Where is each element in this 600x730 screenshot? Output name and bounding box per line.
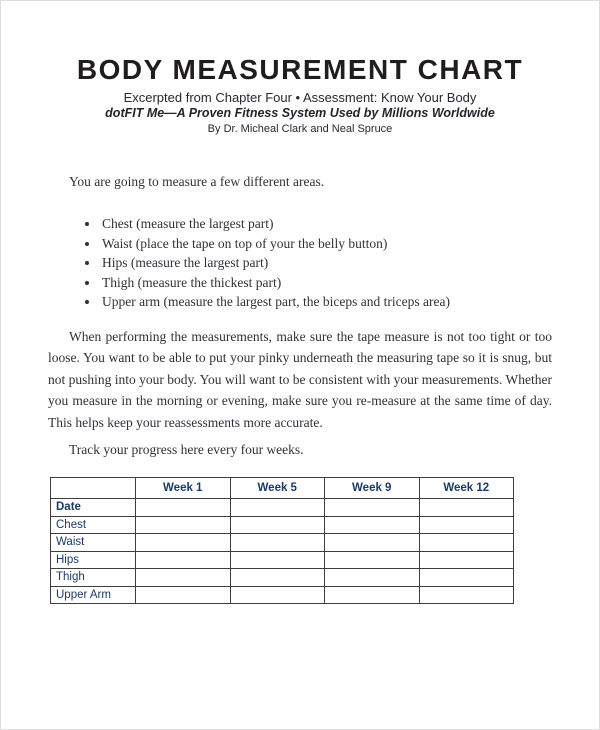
instructions-paragraph: When performing the measurements, make s… [48,328,552,430]
list-item-chest: Chest (measure the largest part) [100,214,552,234]
page-subtitle: Excerpted from Chapter Four • Assessment… [123,90,477,105]
table-header-row: Week 1 Week 5 Week 9 Week 12 [50,477,514,499]
table-cell [229,533,325,552]
table-cell [324,515,420,534]
list-item-hips: Hips (measure the largest part) [100,253,552,273]
list-item-upper-arm: Upper arm (measure the largest part, the… [100,292,552,312]
table-header-week-12: Week 12 [418,477,514,499]
row-label-date: Date [50,498,136,517]
page-byline: By Dr. Micheal Clark and Neal Spruce [207,123,393,135]
table-cell [324,550,420,569]
table-cell [418,515,514,534]
row-label-upper-arm: Upper Arm [50,585,136,604]
table-cell [324,585,420,604]
table-cell [418,498,514,517]
table-cell [135,585,231,604]
document-header: BODY MEASUREMENT CHART Excerpted from Ch… [48,55,552,136]
table-row-waist: Waist [50,533,514,552]
row-label-chest: Chest [50,515,136,534]
page-title: BODY MEASUREMENT CHART [76,54,524,85]
table-header-week-5: Week 5 [229,477,325,499]
table-cell [418,550,514,569]
table-cell [324,533,420,552]
table-header-week-9: Week 9 [324,477,420,499]
row-label-waist: Waist [50,533,136,552]
row-label-hips: Hips [50,550,136,569]
table-header-week-1: Week 1 [135,477,231,499]
table-cell [229,585,325,604]
table-cell [418,533,514,552]
list-item-thigh: Thigh (measure the thickest part) [100,273,552,293]
row-label-thigh: Thigh [50,568,136,587]
table-cell [324,568,420,587]
table-cell [135,515,231,534]
table-cell [135,550,231,569]
table-cell [418,568,514,587]
table-header-empty [50,477,136,499]
table-row-chest: Chest [50,515,514,534]
table-row-hips: Hips [50,550,514,569]
page-content: BODY MEASUREMENT CHART Excerpted from Ch… [1,1,599,604]
list-item-waist: Waist (place the tape on top of your the… [100,234,552,254]
table-cell [229,568,325,587]
table-cell [135,533,231,552]
table-cell [135,498,231,517]
track-progress-note: Track your progress here every four week… [69,442,304,457]
intro-paragraph: You are going to measure a few different… [69,174,325,189]
table-row-upper-arm: Upper Arm [50,585,514,604]
table-cell [229,550,325,569]
table-cell [324,498,420,517]
page-tagline: dotFIT Me—A Proven Fitness System Used b… [105,106,495,120]
measurement-areas-list: Chest (measure the largest part) Waist (… [48,214,552,312]
table-cell [418,585,514,604]
table-cell [229,515,325,534]
table-cell [229,498,325,517]
table-cell [135,568,231,587]
table-row-date: Date [50,498,514,517]
measurement-table: Week 1 Week 5 Week 9 Week 12 Date Chest [50,477,514,604]
table-row-thigh: Thigh [50,568,514,587]
